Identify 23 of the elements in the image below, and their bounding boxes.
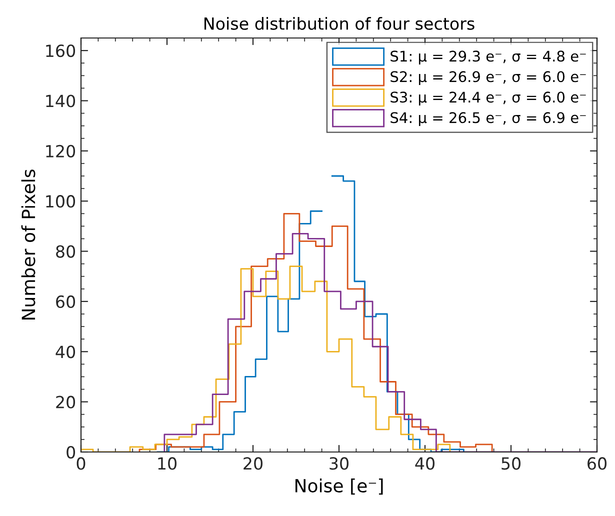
y-axis-title: Number of Pixels <box>21 170 36 320</box>
legend-label: S2: μ = 26.9 e⁻, σ = 6.0 e⁻ <box>390 71 586 85</box>
x-tick-label: 0 <box>76 457 86 470</box>
y-tick-label: 100 <box>46 195 76 208</box>
y-tick-label: 20 <box>56 396 76 408</box>
y-tick-label: 60 <box>56 295 76 308</box>
legend-label: S1: μ = 29.3 e⁻, σ = 4.8 e⁻ <box>390 50 586 65</box>
x-tick-label: 20 <box>244 457 262 470</box>
x-tick-label: 60 <box>588 457 606 470</box>
y-tick-label: 80 <box>56 245 76 258</box>
chart-title: Noise distribution of four sectors <box>204 17 474 30</box>
x-tick-label: 40 <box>415 457 434 470</box>
y-tick-label: 120 <box>46 144 76 158</box>
x-tick-label: 10 <box>158 457 176 470</box>
y-tick-label: 140 <box>46 94 76 108</box>
y-tick-label: 160 <box>46 44 76 58</box>
x-tick-label: 50 <box>502 457 520 470</box>
x-tick-label: 30 <box>330 457 348 470</box>
x-axis-title: Noise [e⁻] <box>295 478 383 495</box>
y-tick-label: 40 <box>56 346 76 358</box>
legend-label: S3: μ = 24.4 e⁻, σ = 6.0 e⁻ <box>390 92 586 106</box>
legend-label: S4: μ = 26.5 e⁻, σ = 6.9 e⁻ <box>390 112 586 126</box>
y-tick-label: 0 <box>66 446 76 459</box>
